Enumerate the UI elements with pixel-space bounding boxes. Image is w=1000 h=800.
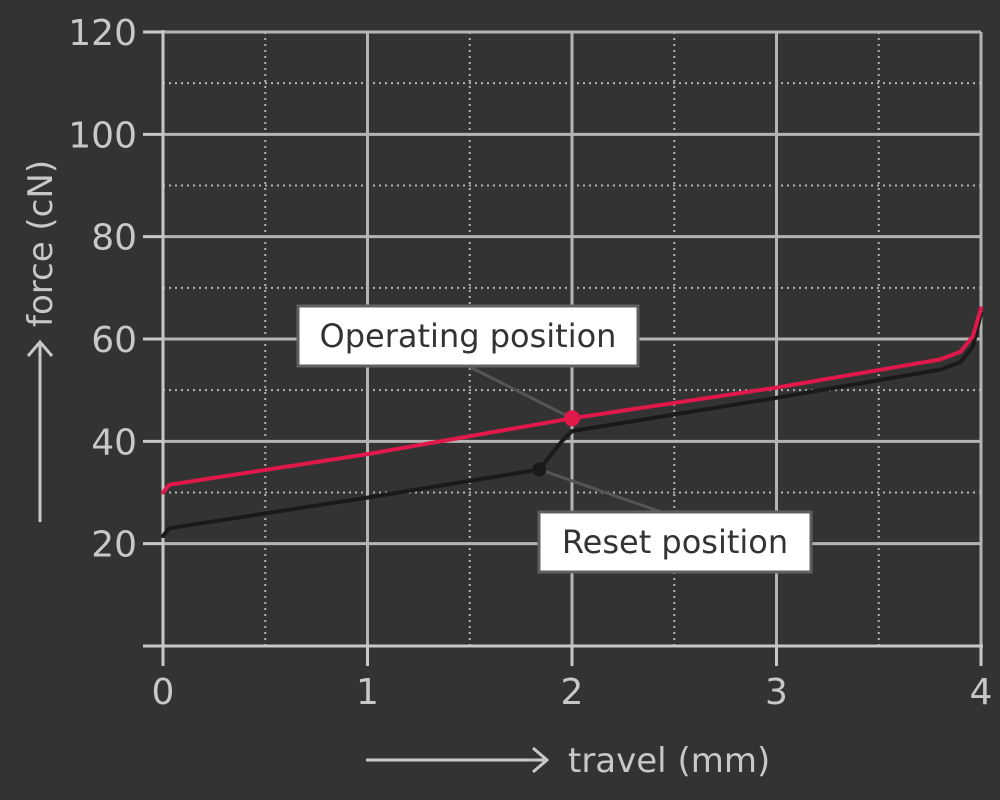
x-tick-label: 2 [561,672,584,713]
x-axis-label: travel (mm) [568,741,770,781]
y-axis-arrowhead [26,339,54,357]
y-tick-label: 120 [68,13,137,54]
annotation-box [537,510,813,574]
x-tick-label: 1 [356,672,379,713]
x-axis-label-group: travel (mm) [366,741,770,781]
annotation-box [296,304,640,368]
y-tick-label: 100 [68,115,137,156]
y-axis-label: force (cN) [21,160,61,327]
annotation-leader [538,468,662,514]
annotation-marker [564,410,580,427]
y-tick-label: 80 [91,218,137,259]
x-tick-label: 4 [970,672,993,713]
series-line-0 [161,306,983,495]
y-tick-label: 20 [91,525,137,566]
x-tick-label: 3 [765,672,788,713]
series-line-1 [161,311,983,538]
annotation-label: Reset position [562,523,788,561]
annotation-leader [467,364,573,420]
callouts: Operating position Reset position [296,304,813,574]
x-tick-label: 0 [152,672,175,713]
annotation-marker [532,462,547,477]
y-tick-label: 60 [91,320,137,361]
y-tick-label: 40 [91,422,137,463]
annotation-label: Operating position [320,317,617,355]
y-axis-label-group: force (cN) [21,160,61,522]
x-axis-arrowhead [532,746,550,774]
series-layer [161,306,983,538]
axes [143,30,983,666]
tick-labels: 20 40 60 80 100 120 0 1 2 3 4 [68,13,992,713]
